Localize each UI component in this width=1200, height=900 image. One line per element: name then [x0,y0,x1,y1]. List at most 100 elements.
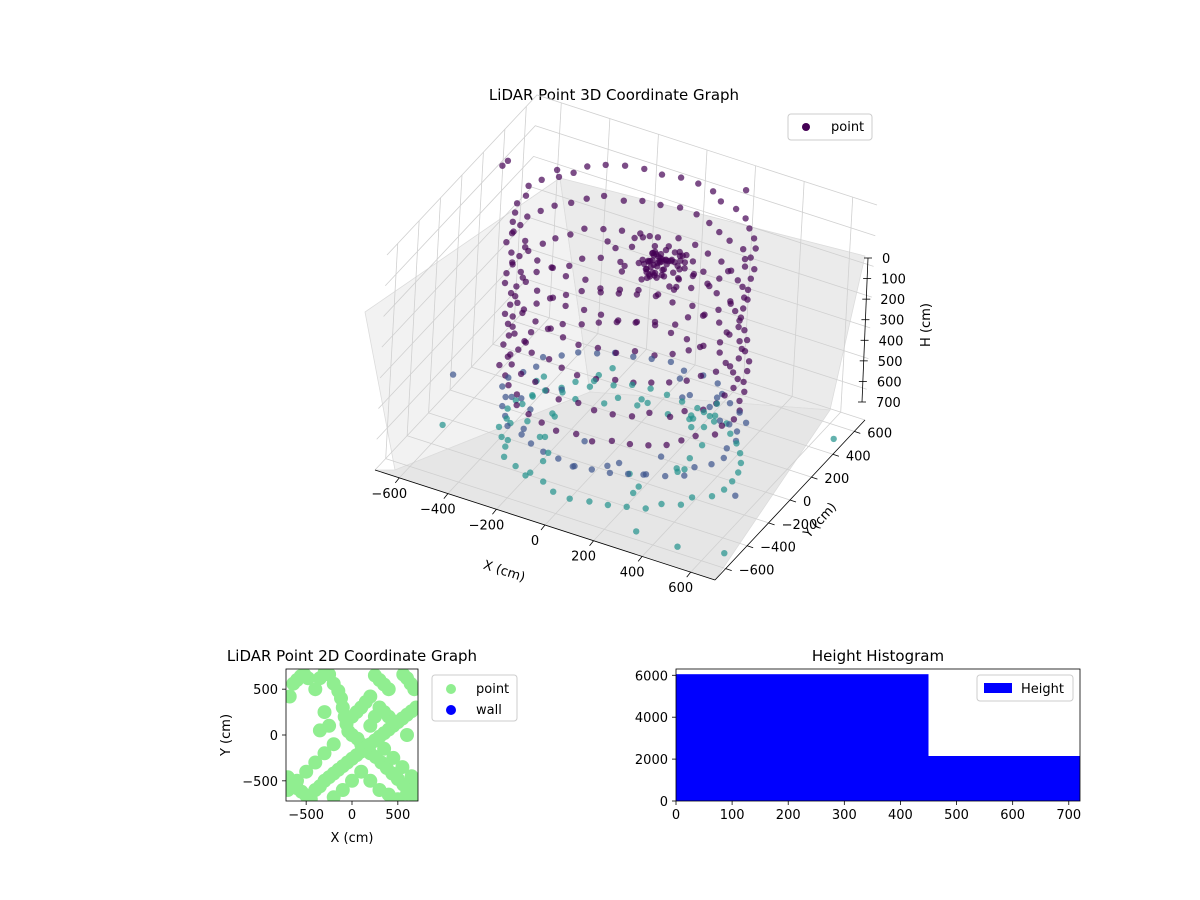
x-tick-mark [637,556,643,562]
data-point-3d [646,232,653,240]
data-point-3d [505,382,512,389]
data-point-3d [740,305,747,312]
data-point-3d [509,218,516,225]
data-point-3d [674,468,681,475]
data-point-3d [522,278,529,285]
data-point-3d [686,415,693,423]
y-tick-label: 4000 [635,711,668,726]
data-point-3d [567,231,574,238]
data-point-3d [688,423,695,431]
legend-marker-wall [446,705,456,715]
data-point-3d [751,266,758,273]
data-point-3d [681,466,688,473]
data-point-3d [498,433,505,441]
data-point-3d [740,246,747,253]
data-point-3d [602,161,609,169]
grid-line-vertical-y [449,174,463,391]
data-point-3d [500,453,508,460]
y-tick-label: 600 [867,426,892,441]
data-point-3d [500,341,507,348]
data-point-3d [715,306,722,313]
data-point-3d [540,448,547,455]
data-point-3d [522,237,529,245]
data-point-3d [621,262,628,270]
data-point-3d [693,211,700,218]
x-tick-mark [540,524,546,531]
floor-pane [374,391,831,581]
z-axis-line [861,257,869,403]
data-point-3d [612,376,619,384]
data-point-3d [533,300,540,307]
data-point-3d [689,272,697,280]
data-point-3d [522,339,529,346]
data-point-3d [614,394,622,401]
data-point-3d [522,472,529,479]
data-point-3d [681,472,688,479]
data-point-3d [533,363,540,370]
data-point-3d [595,319,602,326]
data-point-3d [685,347,692,354]
data-point-3d [517,370,525,378]
data-point-3d [647,385,654,392]
data-point-2d [409,778,418,793]
data-point-3d [511,209,519,216]
data-point-3d [618,227,626,234]
points-2d [286,669,418,801]
data-point-3d [689,302,696,309]
data-point-3d [634,402,641,409]
data-point-3d [628,243,636,250]
x-tick-label: 500 [385,808,410,823]
data-point-3d [502,443,509,450]
data-point-3d [555,455,562,462]
data-point-3d [580,306,588,314]
data-point-3d [662,246,670,254]
data-point-3d [499,162,506,169]
data-point-3d [573,372,581,379]
y-tick-mark [768,522,775,526]
data-point-3d [726,237,733,244]
data-point-3d [678,437,685,444]
data-point-3d [519,309,526,317]
data-point-3d [503,415,510,422]
data-point-3d [550,488,557,495]
data-point-3d [507,301,514,308]
data-point-3d [586,383,594,390]
data-point-3d [666,413,674,420]
data-point-3d [630,489,637,497]
y-tick-label: −500 [242,775,278,790]
z-tick-label: 400 [879,334,904,349]
data-point-3d [529,393,536,400]
data-point-3d [588,466,595,473]
x-tick-label: −500 [288,808,324,823]
data-point-3d [581,438,588,445]
data-point-3d [513,401,520,409]
data-point-3d [670,269,677,276]
data-point-3d [606,469,614,477]
data-point-3d [568,199,575,206]
data-point-3d [537,207,544,215]
data-point-3d [735,323,742,331]
y-tick-mark [725,568,732,571]
grid-line-vertical-x [548,102,562,318]
data-point-2d [363,718,378,733]
y-tick-mark [854,431,861,434]
data-point-3d [742,419,750,426]
data-point-3d [672,321,679,328]
data-point-3d [688,494,696,501]
data-point-2d [396,669,411,682]
data-point-3d [686,455,693,462]
x-axis-label: X (cm) [331,831,374,846]
data-point-3d [692,241,699,248]
data-point-3d [648,379,655,386]
data-point-3d [511,330,518,337]
x-tick-mark [394,477,400,484]
data-point-3d [604,462,611,469]
data-point-3d [736,338,743,345]
data-point-3d [517,221,524,229]
data-point-3d [676,375,684,382]
data-point-3d [671,249,679,256]
x-tick-label: −600 [371,487,407,502]
data-point-3d [730,416,738,423]
data-point-3d [600,225,607,233]
